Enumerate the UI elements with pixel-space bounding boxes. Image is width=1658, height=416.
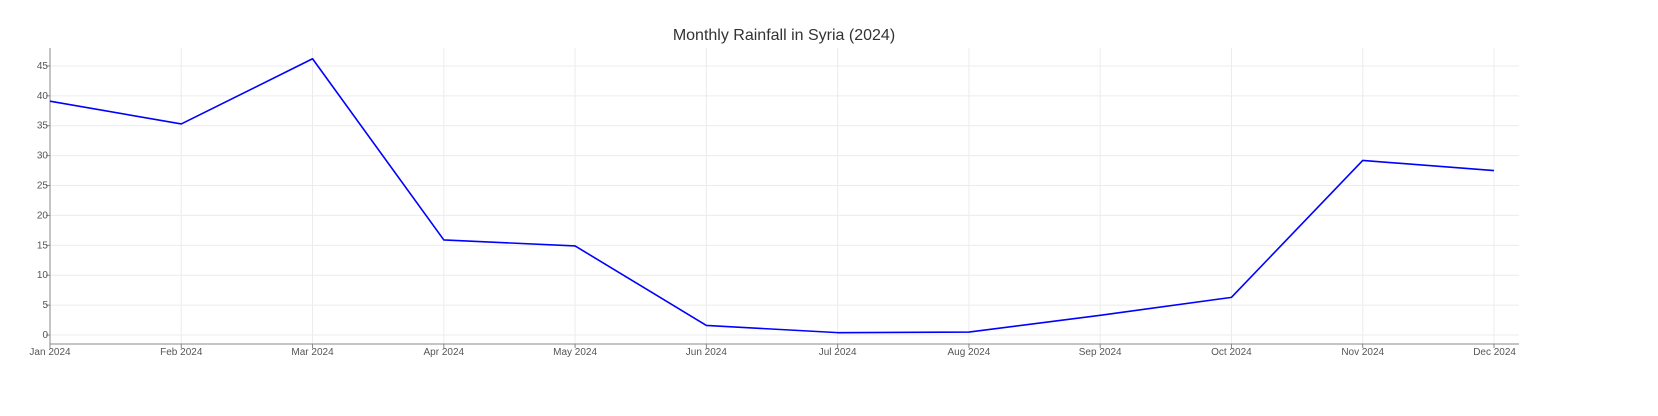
data-point (442, 238, 445, 241)
data-point (836, 331, 839, 334)
data-point (49, 100, 52, 103)
y-tick-label: 15 (37, 240, 49, 251)
rainfall-series-line (49, 57, 1495, 334)
data-point (705, 324, 708, 327)
y-tick-label: 25 (37, 181, 49, 192)
x-tick-label: Aug 2024 (947, 347, 990, 358)
data-point (1099, 314, 1102, 317)
x-tick-label: Jan 2024 (29, 347, 71, 358)
y-tick-label: 5 (42, 300, 48, 311)
x-tick-label: May 2024 (553, 347, 597, 358)
y-tick-label: 0 (42, 330, 48, 341)
y-tick-label: 35 (37, 121, 49, 132)
y-tick-label: 30 (37, 151, 49, 162)
x-tick-label: Sep 2024 (1079, 347, 1122, 358)
x-tick-label: Jul 2024 (819, 347, 857, 358)
y-tick-label: 45 (37, 61, 49, 72)
tick-label-layer: 0 5 10 15 20 25 30 35 40 45 Jan 2024 Feb 2024 Mar 20… (29, 61, 1516, 358)
x-tick-label: Mar 2024 (291, 347, 334, 358)
data-point (1493, 169, 1496, 172)
data-point (1230, 296, 1233, 299)
x-tick-label: Dec 2024 (1473, 347, 1516, 358)
y-tick-label: 20 (37, 210, 49, 221)
data-point (574, 244, 577, 247)
grid-layer (49, 48, 1519, 344)
axis-layer (46, 48, 1519, 348)
y-tick-label: 10 (37, 270, 49, 281)
chart-title: Monthly Rainfall in Syria (2024) (673, 27, 895, 44)
y-tick-label: 40 (37, 91, 49, 102)
data-point (1361, 159, 1364, 162)
data-point (180, 122, 183, 125)
x-tick-label: Jun 2024 (686, 347, 728, 358)
x-tick-label: Apr 2024 (424, 347, 465, 358)
series-layer (49, 57, 1496, 334)
data-point (967, 331, 970, 334)
data-point (311, 57, 314, 60)
x-tick-label: Feb 2024 (160, 347, 203, 358)
x-tick-label: Oct 2024 (1211, 347, 1252, 358)
x-tick-label: Nov 2024 (1341, 347, 1384, 358)
